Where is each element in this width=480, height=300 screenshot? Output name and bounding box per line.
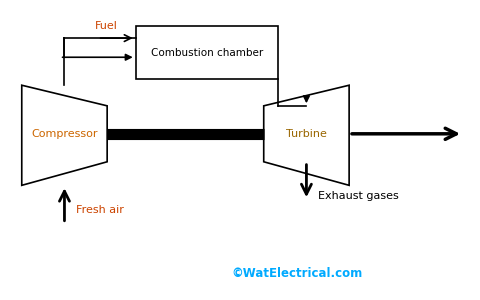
Polygon shape (264, 85, 349, 185)
Text: Exhaust gases: Exhaust gases (318, 191, 399, 201)
Polygon shape (22, 85, 107, 185)
Text: ©WatElectrical.com: ©WatElectrical.com (231, 267, 362, 280)
Text: Combustion chamber: Combustion chamber (151, 48, 263, 58)
Text: Fuel: Fuel (96, 21, 118, 31)
Text: Fresh air: Fresh air (76, 206, 124, 215)
Text: Compressor: Compressor (31, 129, 98, 139)
Bar (136, 26, 278, 79)
Text: Turbine: Turbine (286, 129, 327, 139)
